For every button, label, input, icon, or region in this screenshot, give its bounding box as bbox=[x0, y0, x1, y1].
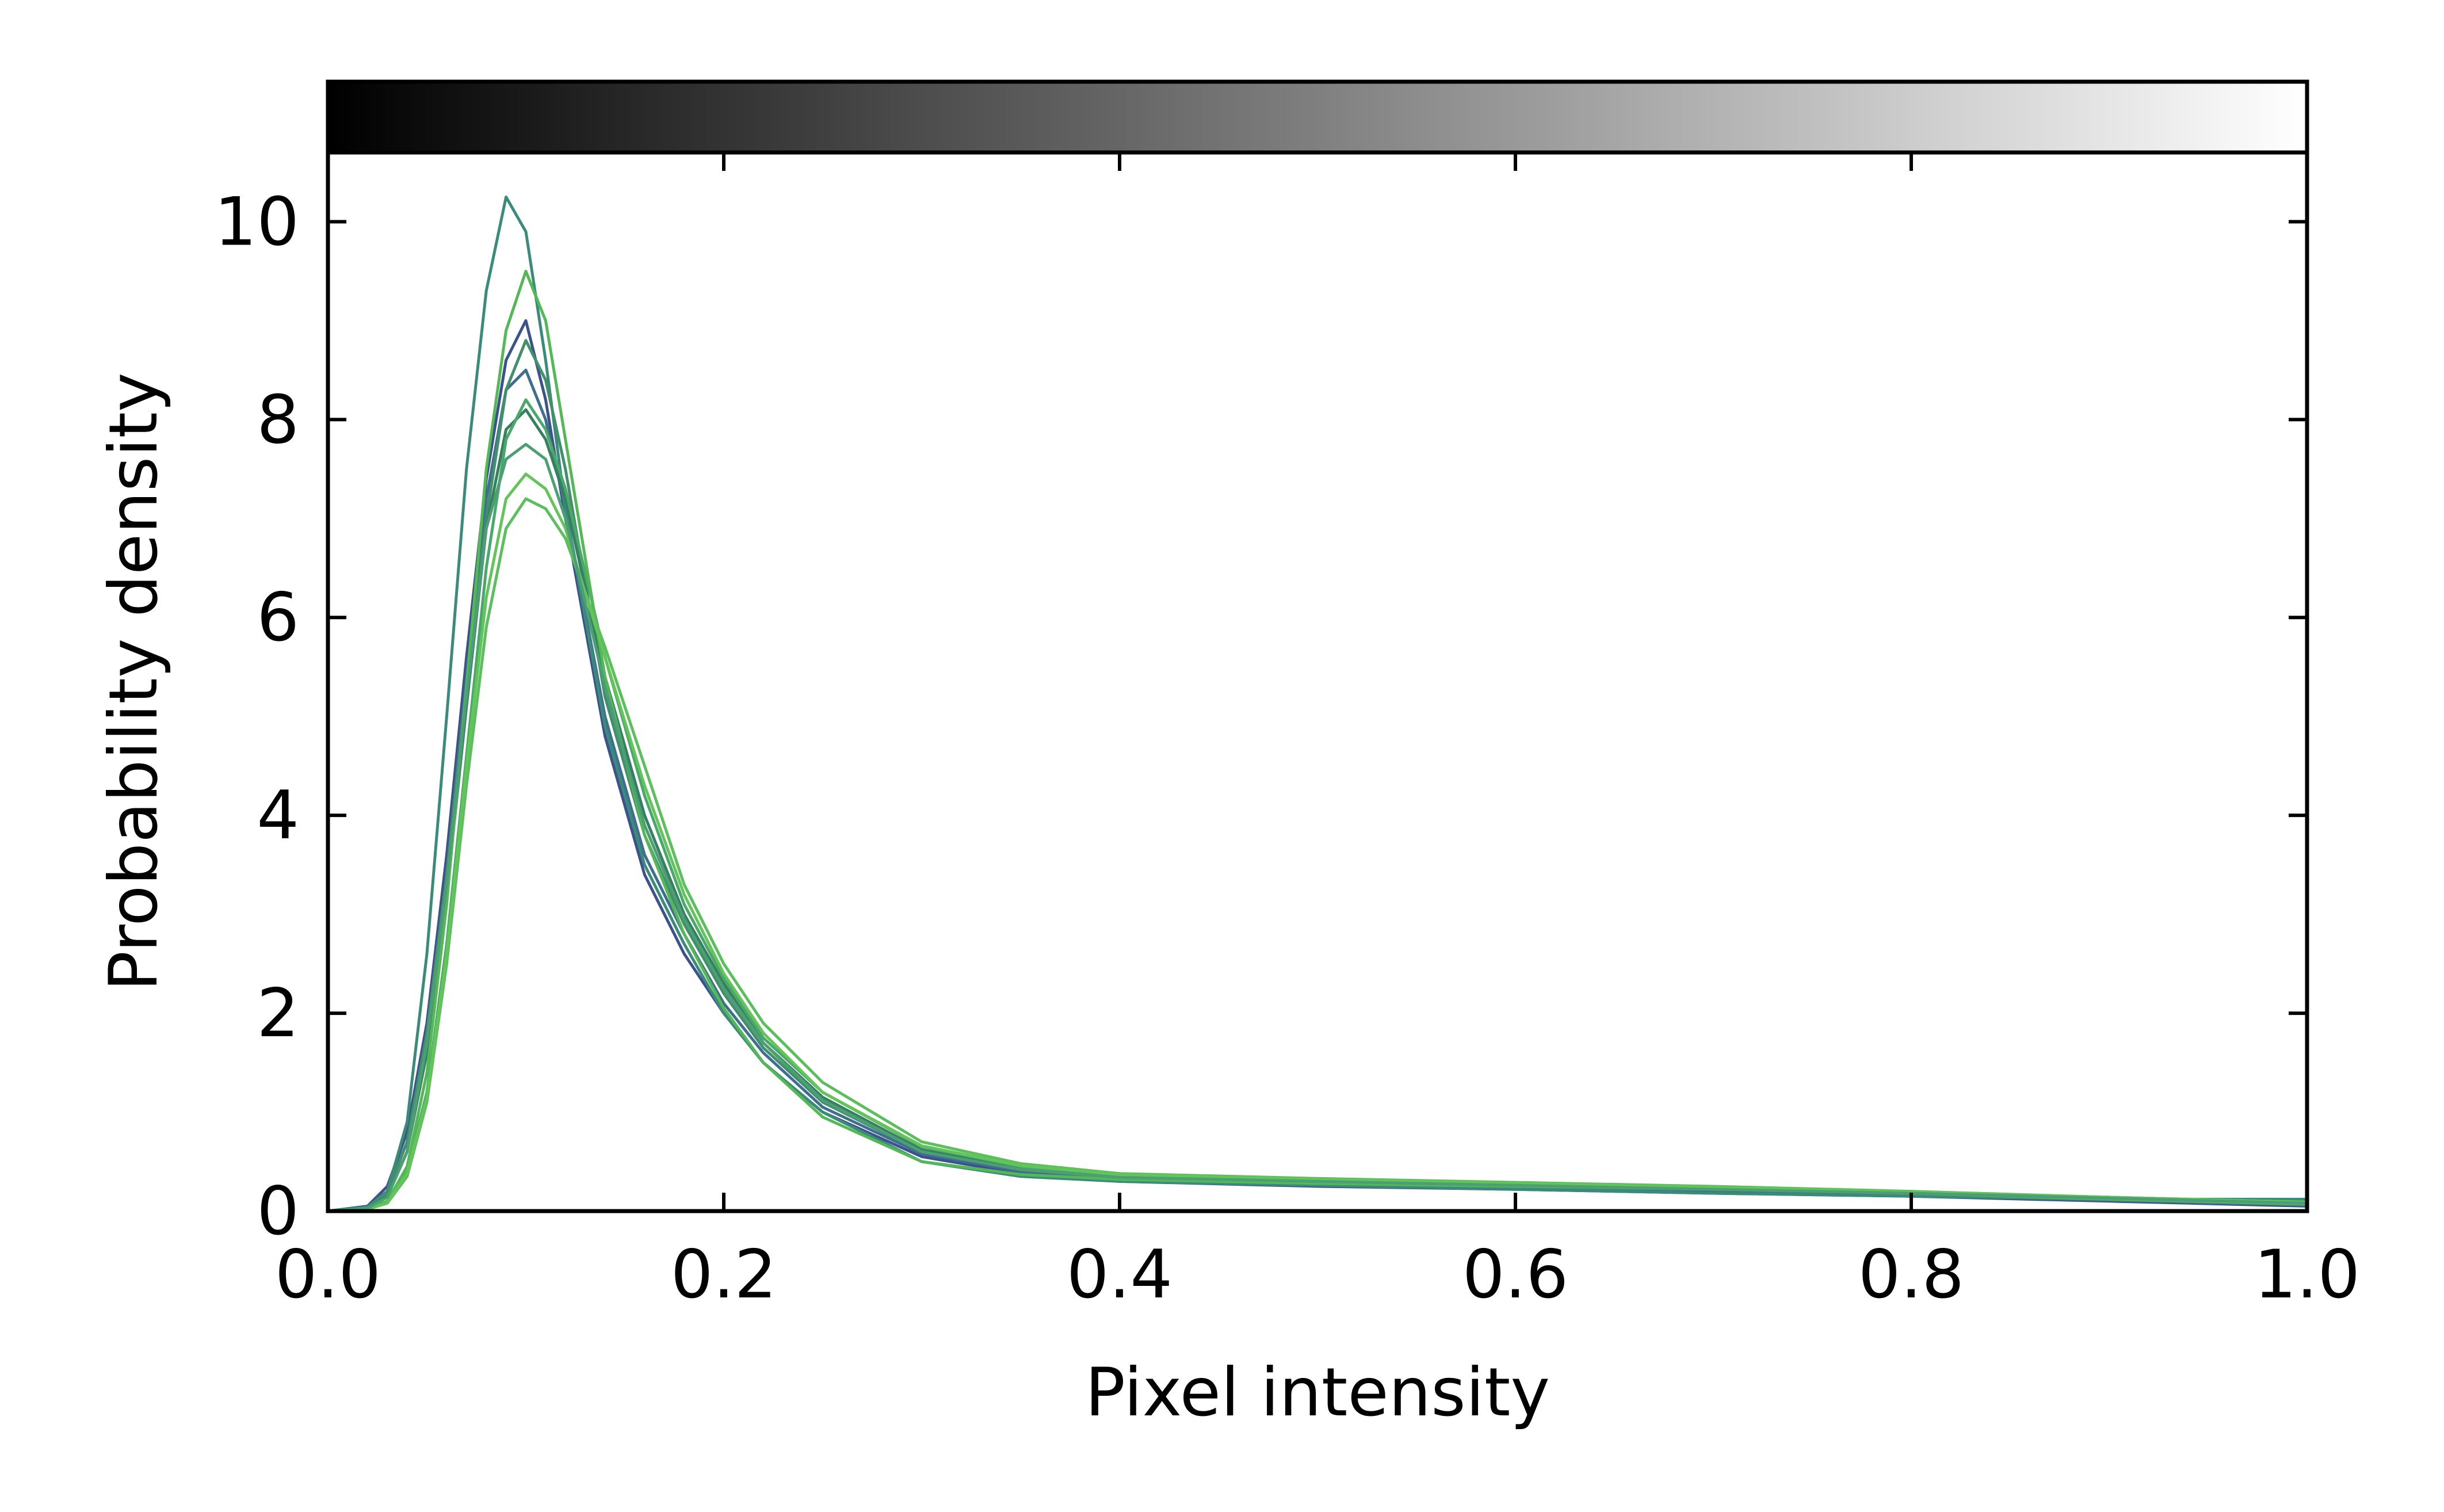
x-tick-label: 0.6 bbox=[1462, 1236, 1568, 1314]
density-line-8 bbox=[327, 497, 2308, 1213]
y-tick-label: 0 bbox=[257, 1173, 299, 1250]
x-tick-label: 0.0 bbox=[275, 1236, 381, 1314]
x-axis-label: Pixel intensity bbox=[1085, 1354, 1550, 1431]
axes: 0.0 0.2 0.4 0.6 0.8 1.0 0 2 4 6 8 10 bbox=[214, 150, 2360, 1314]
y-tick-label: 8 bbox=[257, 381, 299, 459]
grayscale-colorbar bbox=[326, 79, 2309, 155]
y-tick-label: 6 bbox=[257, 579, 299, 656]
y-tick-label: 10 bbox=[214, 183, 299, 261]
density-line-4 bbox=[327, 339, 2308, 1213]
y-axis-label: Probability density bbox=[95, 372, 173, 991]
plot-frame bbox=[326, 150, 2309, 1213]
density-line-3 bbox=[327, 195, 2307, 1213]
density-line-9 bbox=[327, 472, 2308, 1213]
x-tick-label: 0.4 bbox=[1067, 1236, 1173, 1314]
x-tick-label: 1.0 bbox=[2254, 1236, 2360, 1314]
x-tick-label: 0.8 bbox=[1858, 1236, 1964, 1314]
x-tick-label: 0.2 bbox=[671, 1236, 777, 1314]
y-tick-label: 4 bbox=[257, 777, 299, 854]
y-tick-label: 2 bbox=[257, 975, 299, 1052]
plot-lines bbox=[327, 195, 2308, 1213]
density-line-10 bbox=[327, 442, 2308, 1213]
colorbar bbox=[326, 79, 2309, 155]
